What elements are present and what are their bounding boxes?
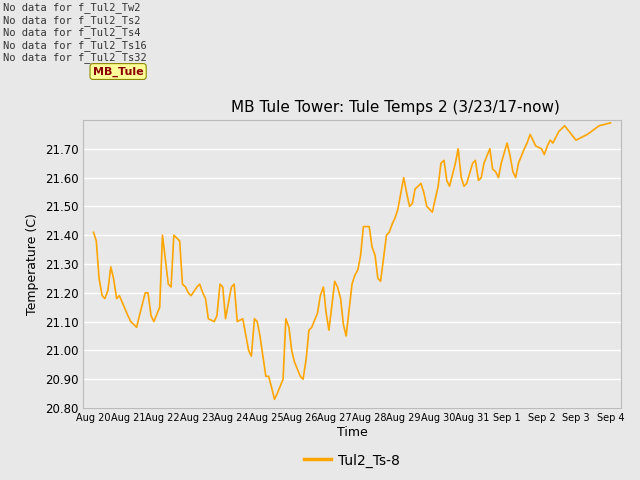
X-axis label: Time: Time	[337, 426, 367, 439]
Tul2_Ts-8	[595, 123, 603, 129]
Title: MB Tule Tower: Tule Temps 2 (3/23/17-now): MB Tule Tower: Tule Temps 2 (3/23/17-now…	[230, 100, 559, 115]
Tul2_Ts-8	[113, 296, 120, 301]
Y-axis label: Temperature (C): Temperature (C)	[26, 213, 39, 315]
Text: No data for f_Tul2_Tw2
No data for f_Tul2_Ts2
No data for f_Tul2_Ts4
No data for: No data for f_Tul2_Tw2 No data for f_Tul…	[3, 2, 147, 63]
Text: MB_Tule: MB_Tule	[93, 66, 143, 77]
Tul2_Ts-8	[90, 229, 97, 235]
Tul2_Ts-8	[136, 313, 143, 319]
Tul2_Ts-8	[607, 120, 614, 126]
Legend: Tul2_Ts-8: Tul2_Ts-8	[298, 448, 406, 473]
Tul2_Ts-8	[176, 238, 184, 244]
Tul2_Ts-8	[333, 284, 341, 290]
Tul2_Ts-8	[104, 287, 112, 293]
Tul2_Ts-8	[271, 396, 278, 402]
Line: Tul2_Ts-8: Tul2_Ts-8	[93, 123, 611, 399]
